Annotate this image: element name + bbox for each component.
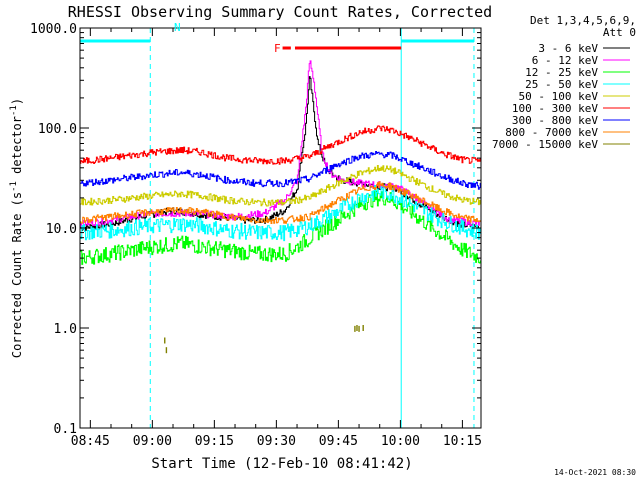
x-tick-label-2: 09:15	[195, 434, 234, 449]
footer-date: 14-Oct-2021 08:30	[554, 468, 636, 477]
legend-label-6: 300 - 800 keV	[512, 114, 598, 127]
x-tick-label-1: 09:00	[133, 434, 172, 449]
y-tick-label-4: 1000.0	[30, 22, 77, 37]
legend-label-8: 7000 - 15000 keV	[492, 138, 598, 151]
legend-label-2: 12 - 25 keV	[525, 66, 598, 79]
y-tick-label-1: 1.0	[54, 322, 77, 337]
legend-label-1: 6 - 12 keV	[532, 54, 599, 67]
detectors-line-2: Att 0	[603, 26, 636, 39]
detectors-line-1: Det 1,3,4,5,6,9,	[530, 14, 636, 27]
y-tick-label-0: 0.1	[54, 422, 77, 437]
series-300-800-kev-line	[80, 151, 481, 190]
series-25-50-kev-line	[80, 184, 481, 242]
x-tick-label-5: 10:00	[381, 434, 420, 449]
series-800-7000-kev-line	[80, 181, 481, 224]
flare-label: F	[274, 42, 281, 55]
chart-title: RHESSI Observing Summary Count Rates, Co…	[68, 3, 492, 21]
x-axis-label: Start Time (12-Feb-10 08:41:42)	[151, 456, 412, 472]
x-tick-label-3: 09:30	[257, 434, 296, 449]
legend-label-4: 50 - 100 keV	[519, 90, 599, 103]
series-12-25-kev-line	[80, 190, 481, 265]
y-axis-label: Corrected Count Rate (s-1 detector-1)	[9, 98, 24, 358]
night-label: N	[174, 21, 181, 34]
series-50-100-kev-line	[80, 165, 481, 207]
legend-label-7: 800 - 7000 keV	[505, 126, 598, 139]
x-tick-label-0: 08:45	[71, 434, 110, 449]
x-tick-label-6: 10:15	[443, 434, 482, 449]
axes-layer: 08:45 09:00 09:15 09:30 09:45 10:00 10:15 0.1 1.…	[30, 22, 482, 449]
series-layer	[80, 60, 481, 354]
legend-label-3: 25 - 50 keV	[525, 78, 598, 91]
legend-label-5: 100 - 300 keV	[512, 102, 598, 115]
series-100-300-kev-line	[80, 125, 481, 165]
x-tick-label-4: 09:45	[319, 434, 358, 449]
legend-label-0: 3 - 6 keV	[538, 42, 598, 55]
y-tick-label-2: 10.0	[46, 222, 77, 237]
y-tick-label-3: 100.0	[38, 122, 77, 137]
